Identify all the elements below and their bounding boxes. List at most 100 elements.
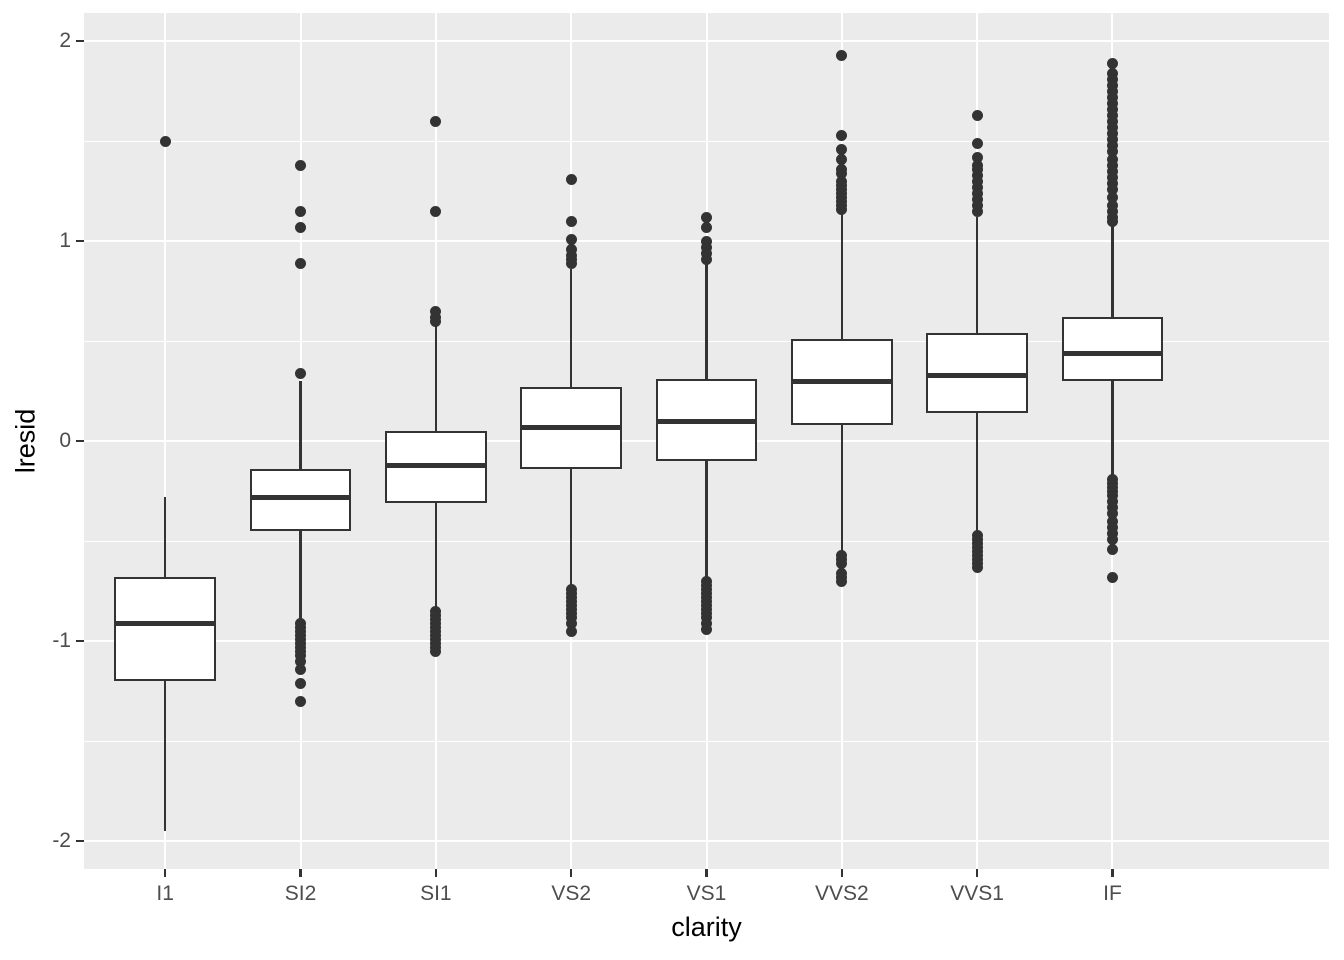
outlier-dot	[1106, 571, 1118, 583]
median-line	[1061, 350, 1164, 356]
outlier-dot	[295, 695, 307, 707]
plot-panel	[84, 13, 1329, 869]
outlier-dot	[1106, 109, 1118, 121]
outlier-dot	[1106, 183, 1118, 195]
outlier-dot	[1106, 103, 1118, 115]
median-line	[385, 462, 487, 468]
median-line	[791, 378, 893, 384]
outlier-dot	[1106, 215, 1118, 227]
outlier-dot	[1106, 489, 1118, 501]
outlier-dot	[1106, 191, 1118, 203]
outlier-dot	[295, 257, 307, 269]
outlier-dot	[295, 205, 307, 217]
outlier-dot	[1106, 115, 1118, 127]
outlier-dot	[1106, 127, 1118, 139]
outlier-dot	[1106, 507, 1118, 519]
y-tick-mark	[76, 440, 84, 443]
outlier-dot	[836, 153, 848, 165]
x-tick-label-VS1: VS1	[686, 882, 727, 905]
box-iqr	[1061, 317, 1164, 381]
outlier-dot	[836, 203, 848, 215]
outlier-dot	[295, 649, 307, 661]
outlier-dot	[1106, 79, 1118, 91]
outlier-dot	[1106, 199, 1118, 211]
outlier-dot	[1106, 543, 1118, 555]
outlier-dot	[1106, 177, 1118, 189]
whisker-lower	[434, 503, 437, 609]
x-tick-mark	[570, 869, 573, 877]
outlier-dot	[1106, 159, 1118, 171]
outlier-dot	[836, 167, 848, 179]
outlier-dot	[971, 109, 983, 121]
x-tick-mark	[840, 869, 843, 877]
outlier-dot	[1106, 527, 1118, 539]
outlier-dot	[1106, 57, 1118, 69]
whisker-lower	[976, 413, 979, 533]
outlier-dot	[1106, 121, 1118, 133]
y-tick-label: 2	[59, 29, 71, 52]
median-line	[249, 494, 352, 500]
gridline-x-I1	[164, 13, 167, 869]
outlier-dot	[1106, 501, 1118, 513]
outlier-dot	[1106, 139, 1118, 151]
outlier-dot	[971, 151, 983, 163]
outlier-dot	[701, 253, 712, 265]
y-tick-mark	[76, 40, 84, 43]
median-line	[655, 418, 758, 424]
outlier-dot	[971, 163, 983, 175]
whisker-upper	[570, 269, 573, 387]
outlier-dot	[1106, 533, 1118, 545]
outlier-dot	[565, 611, 577, 623]
outlier-dot	[701, 611, 712, 623]
outlier-dot	[836, 557, 848, 569]
outlier-dot	[430, 315, 442, 327]
outlier-dot	[836, 143, 848, 155]
y-axis-title: lresid	[10, 408, 41, 474]
x-tick-label-IF: IF	[1103, 882, 1122, 905]
outlier-dot	[565, 617, 577, 629]
outlier-dot	[1106, 145, 1118, 157]
whisker-lower	[840, 425, 843, 553]
outlier-dot	[1106, 495, 1118, 507]
y-tick-label: 0	[59, 429, 71, 452]
x-tick-label-VS2: VS2	[551, 882, 592, 905]
outlier-dot	[430, 205, 442, 217]
outlier-dot	[701, 235, 712, 247]
outlier-dot	[159, 135, 171, 147]
whisker-upper	[1111, 225, 1114, 317]
outlier-dot	[1106, 91, 1118, 103]
whisker-upper	[976, 217, 979, 333]
x-tick-mark	[299, 869, 302, 877]
outlier-dot	[1106, 67, 1118, 79]
outlier-dot	[295, 655, 307, 667]
outlier-dot	[1106, 133, 1118, 145]
x-tick-mark	[705, 869, 708, 877]
whisker-upper	[299, 381, 302, 469]
outlier-dot	[565, 257, 577, 269]
whisker-upper	[164, 497, 167, 577]
outlier-dot	[430, 115, 442, 127]
outlier-dot	[971, 199, 983, 211]
x-tick-label-SI1: SI1	[420, 882, 452, 905]
x-axis-title: clarity	[671, 912, 742, 942]
outlier-dot	[971, 561, 983, 573]
outlier-dot	[1106, 97, 1118, 109]
outlier-dot	[971, 205, 983, 217]
outlier-dot	[1106, 205, 1118, 217]
outlier-dot	[1106, 515, 1118, 527]
outlier-dot	[971, 137, 983, 149]
x-tick-label-VVS2: VVS2	[814, 882, 869, 905]
y-tick-mark	[76, 240, 84, 243]
outlier-dot	[701, 221, 712, 233]
outlier-dot	[971, 175, 983, 187]
x-tick-mark	[976, 869, 979, 877]
outlier-dot	[971, 181, 983, 193]
median-line	[114, 620, 216, 626]
outlier-dot	[295, 663, 307, 675]
outlier-dot	[565, 215, 577, 227]
x-tick-label-SI2: SI2	[284, 882, 317, 905]
x-tick-label-I1: I1	[156, 882, 174, 905]
median-line	[520, 424, 622, 430]
x-tick-mark	[164, 869, 167, 877]
